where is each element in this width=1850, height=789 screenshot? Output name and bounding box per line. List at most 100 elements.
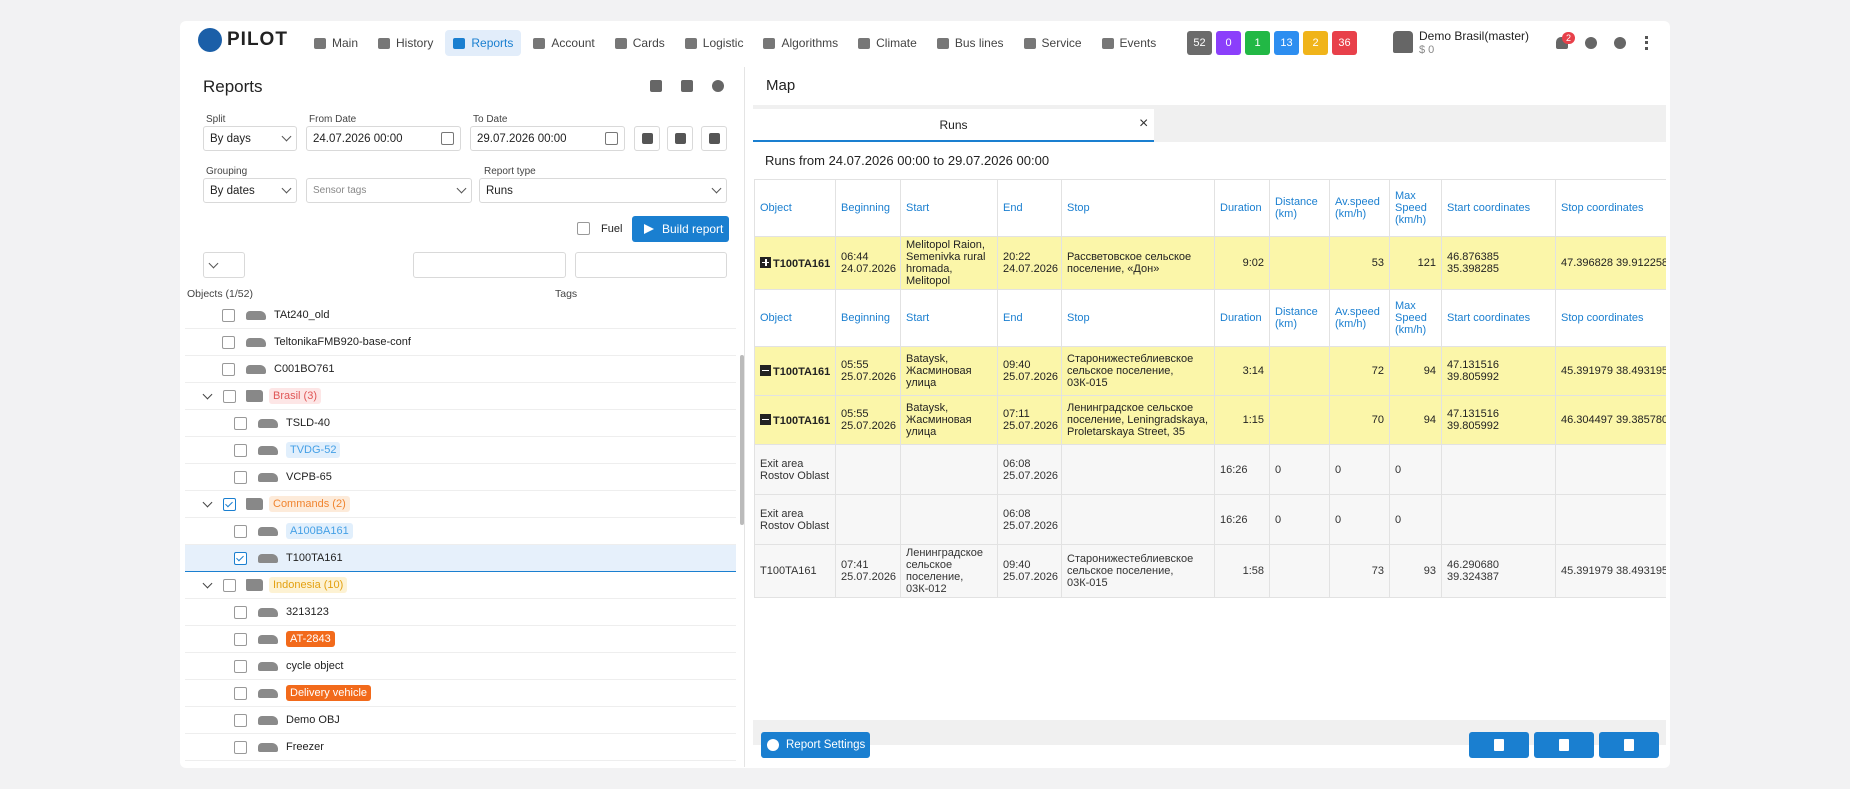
- tree-row[interactable]: TeltonikaFMB920-base-conf: [185, 329, 736, 356]
- runs-tab[interactable]: Runs: [753, 109, 1154, 142]
- expand-icon[interactable]: [760, 256, 771, 268]
- nav-item[interactable]: Service: [1016, 30, 1090, 56]
- tree-row[interactable]: TAt240_old: [185, 302, 736, 329]
- checkbox[interactable]: [234, 524, 247, 538]
- collapse-icon[interactable]: [760, 413, 771, 425]
- split-select[interactable]: By days: [203, 126, 297, 151]
- checkbox[interactable]: [234, 713, 247, 727]
- report-settings-button[interactable]: Report Settings: [761, 732, 870, 758]
- tree-row[interactable]: Brasil (3): [185, 383, 736, 410]
- status-badge[interactable]: 52: [1187, 31, 1212, 55]
- tree-row[interactable]: Delivery vehicle: [185, 680, 736, 707]
- group-row[interactable]: T100TA161 05:55 25.07.2026 Bataysk, Жасмин…: [754, 395, 1666, 445]
- build-report-button[interactable]: Build report: [632, 216, 729, 242]
- vehicle-icon: [258, 472, 278, 482]
- tree-row[interactable]: AT-2843: [185, 626, 736, 653]
- fuel-checkbox[interactable]: [577, 222, 590, 235]
- tree-row[interactable]: A100BA161: [185, 518, 736, 545]
- expand-toggle[interactable]: [202, 389, 213, 399]
- sensor-tags-select[interactable]: Sensor tags: [306, 178, 472, 203]
- plugin-icon[interactable]: [1614, 37, 1626, 49]
- checkbox[interactable]: [234, 443, 247, 457]
- nav-item[interactable]: Reports: [445, 30, 522, 56]
- nav-item[interactable]: Account: [525, 30, 602, 56]
- vehicle-icon: [258, 688, 278, 698]
- print[interactable]: [1599, 732, 1659, 758]
- vehicle-icon: [258, 445, 278, 455]
- tree-row[interactable]: cycle object: [185, 653, 736, 680]
- checkbox[interactable]: [223, 497, 236, 511]
- user-icon[interactable]: [1393, 31, 1413, 53]
- nav-item[interactable]: Main: [306, 30, 366, 56]
- checkbox[interactable]: [223, 389, 236, 403]
- tree-row[interactable]: TVDG-52: [185, 437, 736, 464]
- tree-row[interactable]: 3213123: [185, 599, 736, 626]
- status-badge[interactable]: 13: [1274, 31, 1299, 55]
- checkbox[interactable]: [234, 605, 247, 619]
- to-date[interactable]: 29.07.2026 00:00: [470, 126, 625, 151]
- grouping-select[interactable]: By dates: [203, 178, 297, 203]
- nav-item[interactable]: Algorithms: [755, 30, 846, 56]
- status-badge[interactable]: 1: [1245, 31, 1270, 55]
- nav-item[interactable]: Logistic: [677, 30, 752, 56]
- checkbox[interactable]: [234, 551, 247, 565]
- more-menu[interactable]: [1645, 36, 1648, 50]
- date-preset[interactable]: [667, 126, 693, 151]
- tree-row[interactable]: Commands (2): [185, 491, 736, 518]
- cell: 0: [1269, 444, 1330, 495]
- report-type-select[interactable]: Runs: [479, 178, 727, 203]
- status-badge[interactable]: 36: [1332, 31, 1357, 55]
- tree-row[interactable]: Indonesia (10): [185, 572, 736, 599]
- status-badge[interactable]: 0: [1216, 31, 1241, 55]
- cell-text: 0: [1395, 513, 1402, 526]
- expand-toggle[interactable]: [202, 578, 213, 588]
- tree-row[interactable]: T100TA161: [185, 545, 736, 572]
- filter-input[interactable]: [413, 252, 566, 278]
- user-name[interactable]: Demo Brasil(master): [1419, 29, 1530, 43]
- column-header: End: [997, 289, 1062, 347]
- checkbox[interactable]: [222, 335, 235, 349]
- nav-item[interactable]: Climate: [850, 30, 925, 56]
- nav-item[interactable]: Bus lines: [929, 30, 1012, 56]
- scrollbar[interactable]: [740, 355, 744, 525]
- collapse-icon[interactable]: [760, 364, 771, 376]
- expand-toggle[interactable]: [202, 497, 213, 507]
- detail-row[interactable]: Exit area Rostov Oblast 06:08 25.07.2026 1…: [754, 494, 1666, 545]
- group-row[interactable]: T100TA161 05:55 25.07.2026 Bataysk, Жасмин…: [754, 346, 1666, 396]
- checkbox[interactable]: [234, 740, 247, 754]
- tree-row[interactable]: VCPB-65: [185, 464, 736, 491]
- checkbox[interactable]: [223, 578, 236, 592]
- refresh-icon[interactable]: [712, 80, 724, 92]
- detail-row[interactable]: T100TA161 07:41 25.07.2026 Ленинградское с…: [754, 544, 1666, 598]
- checkbox[interactable]: [234, 470, 247, 484]
- checkbox[interactable]: [234, 416, 247, 430]
- nav-item[interactable]: Events: [1094, 30, 1165, 56]
- search-input[interactable]: [575, 252, 727, 278]
- export-pdf[interactable]: [1534, 732, 1594, 758]
- tree-view-select[interactable]: [203, 252, 245, 278]
- checkbox[interactable]: [234, 659, 247, 673]
- cell-text: Рассветовское сельское поселение, «Дон»: [1067, 251, 1192, 275]
- from-date[interactable]: 24.07.2026 00:00: [306, 126, 461, 151]
- checkbox[interactable]: [234, 686, 247, 700]
- tree-row[interactable]: Freezer: [185, 734, 736, 761]
- checkbox[interactable]: [222, 362, 235, 376]
- detail-row[interactable]: Exit area Rostov Oblast 06:08 25.07.2026 1…: [754, 444, 1666, 495]
- checkbox[interactable]: [234, 632, 247, 646]
- date-preset[interactable]: [701, 126, 727, 151]
- tool-icon[interactable]: [650, 80, 662, 92]
- compare-icon[interactable]: [681, 80, 693, 92]
- tree-row[interactable]: Demo OBJ: [185, 707, 736, 734]
- date-preset[interactable]: [634, 126, 660, 151]
- checkbox[interactable]: [222, 308, 235, 322]
- nav-item[interactable]: History: [370, 30, 441, 56]
- nav-item[interactable]: Cards: [607, 30, 673, 56]
- logo[interactable]: PILOT: [198, 28, 288, 52]
- tree-row[interactable]: C001BO761: [185, 356, 736, 383]
- settings-icon[interactable]: [1585, 37, 1597, 49]
- close-tab[interactable]: ×: [1139, 115, 1149, 132]
- tree-row[interactable]: TSLD-40: [185, 410, 736, 437]
- status-badge[interactable]: 2: [1303, 31, 1328, 55]
- group-row[interactable]: T100TA161 06:44 24.07.2026 Melitopol Raion…: [754, 236, 1666, 290]
- export-excel[interactable]: [1469, 732, 1529, 758]
